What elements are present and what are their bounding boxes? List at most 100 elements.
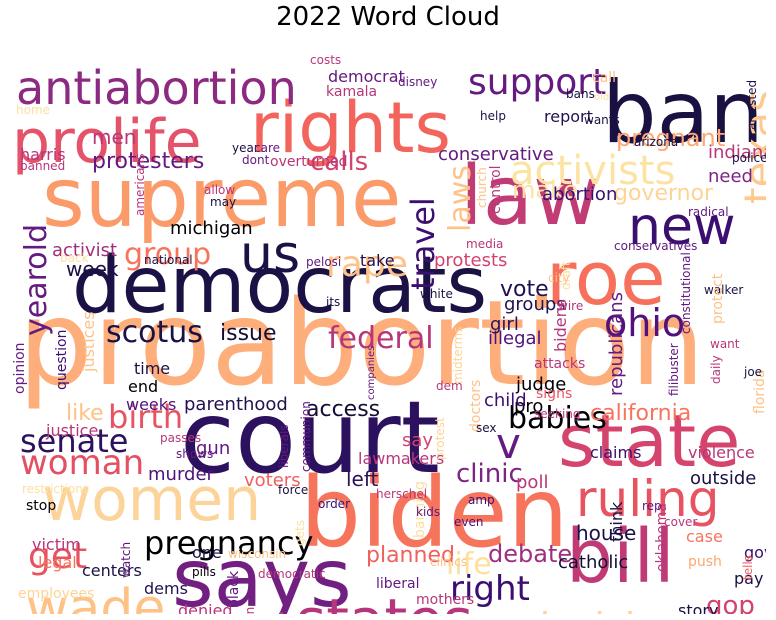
word-democrat: democrat bbox=[328, 67, 405, 86]
chart-title: 2022 Word Cloud bbox=[276, 2, 500, 32]
word-may: may bbox=[210, 195, 236, 209]
word-decision: decision bbox=[526, 605, 683, 614]
word-liberal: liberal bbox=[376, 576, 420, 592]
word-stop: stop bbox=[26, 498, 56, 514]
word-old: old bbox=[594, 92, 609, 103]
word-force: force bbox=[278, 483, 308, 497]
word-daily: daily bbox=[709, 355, 723, 384]
word-arrested: arrested bbox=[745, 80, 759, 130]
word-tells: tells bbox=[741, 555, 755, 580]
word-question: question bbox=[54, 330, 70, 390]
word-woman: woman bbox=[20, 443, 144, 483]
word-white: white bbox=[420, 287, 453, 301]
word-restrictions: restrictions bbox=[22, 482, 89, 496]
word-weeks: weeks bbox=[126, 395, 176, 414]
word-year: year bbox=[232, 141, 259, 155]
word-clinics: clinics bbox=[430, 555, 467, 569]
word-gop: gop bbox=[706, 591, 755, 614]
word-michigan: michigan bbox=[170, 218, 253, 239]
word-gets: gets bbox=[293, 520, 307, 546]
word-issue: issue bbox=[220, 321, 277, 346]
word-group: group bbox=[124, 237, 211, 272]
word-left: left bbox=[346, 467, 379, 491]
word-bill: bill bbox=[566, 514, 675, 600]
word-legal: legal bbox=[38, 553, 77, 572]
word-get: get bbox=[28, 536, 87, 577]
word-order: order bbox=[318, 497, 350, 511]
word-us: us bbox=[240, 225, 300, 285]
word-laws: laws bbox=[443, 165, 478, 232]
word-women: women bbox=[42, 465, 261, 535]
word-biden: biden bbox=[300, 457, 568, 569]
word-protest: protest bbox=[433, 417, 447, 460]
word-proabortion: proabortion bbox=[18, 274, 705, 412]
word-dont: dont bbox=[242, 153, 270, 167]
word-doctors: doctors bbox=[468, 380, 484, 432]
word-travel: travel bbox=[404, 197, 442, 290]
word-push: push bbox=[688, 554, 722, 570]
word-governor: governor bbox=[614, 181, 714, 206]
word-activist: activist bbox=[52, 240, 117, 261]
word-gun: gun bbox=[196, 438, 230, 459]
word-senate: senate bbox=[20, 422, 128, 460]
word-sex: sex bbox=[476, 421, 497, 435]
word-conservative: conservative bbox=[438, 144, 554, 165]
word-take: take bbox=[360, 251, 395, 270]
word-poll: poll bbox=[516, 472, 548, 493]
word-justice: justice bbox=[45, 421, 98, 440]
word-want: want bbox=[710, 337, 740, 351]
word-kamala: kamala bbox=[326, 84, 377, 100]
word-bans: bans bbox=[566, 87, 595, 101]
word-time: time bbox=[134, 359, 170, 378]
word-sen: sen bbox=[243, 607, 257, 614]
word-passes: passes bbox=[160, 431, 201, 445]
word-one: one bbox=[192, 543, 222, 562]
word-attacks: attacks bbox=[534, 356, 585, 372]
word-roe: roe bbox=[546, 236, 666, 322]
word-allow: allow bbox=[204, 183, 235, 197]
word-kids: kids bbox=[416, 505, 440, 519]
word-protesters: protesters bbox=[92, 149, 204, 174]
word-opinion: opinion bbox=[12, 342, 28, 394]
word-pregnant: pregnant bbox=[616, 124, 725, 152]
word-seeking: seeking bbox=[534, 407, 581, 421]
word-draft: draft bbox=[559, 261, 573, 290]
word-overturned: overturned bbox=[270, 154, 347, 170]
word-wire: wire bbox=[558, 299, 583, 313]
word-cloud: proabortion court biden supreme says democrat… bbox=[10, 34, 766, 614]
word-dem: dem bbox=[436, 379, 463, 393]
word-scotus: scotus bbox=[106, 315, 203, 350]
word-texas: texas bbox=[735, 90, 766, 204]
word-employees: employees bbox=[18, 586, 94, 602]
word-groups: groups bbox=[504, 294, 566, 315]
word-amp: amp bbox=[468, 493, 495, 507]
word-access: access bbox=[306, 397, 380, 422]
word-democratic: democratic bbox=[258, 567, 326, 581]
word-police: police bbox=[732, 151, 766, 165]
word-murder: murder bbox=[148, 464, 215, 485]
word-republicans: republicans bbox=[606, 292, 627, 396]
word-control: control bbox=[488, 165, 504, 214]
word-rape: rape bbox=[326, 244, 408, 285]
word-help: help bbox=[480, 109, 506, 123]
word-filibuster: filibuster bbox=[667, 343, 681, 396]
word-liberals: liberals bbox=[277, 424, 291, 468]
word-states: states bbox=[296, 586, 473, 614]
word-abortion: abortion bbox=[542, 184, 617, 205]
word-yearold: yearold bbox=[19, 224, 54, 336]
word-protect: protect bbox=[710, 273, 726, 324]
word-week: week bbox=[66, 257, 119, 281]
word-banned: banned bbox=[20, 159, 65, 173]
word-arizona: arizona bbox=[634, 135, 678, 149]
word-pills: pills bbox=[192, 565, 216, 579]
word-bidens: bidens bbox=[551, 299, 570, 352]
word-oklahoma: oklahoma bbox=[654, 503, 670, 572]
word-wisconsin: wisconsin bbox=[228, 547, 286, 561]
word-activists: activists bbox=[510, 148, 675, 194]
word-protests: protests bbox=[434, 250, 507, 271]
word-supreme: supreme bbox=[42, 151, 401, 246]
word-without: without bbox=[698, 613, 743, 614]
word-make: make bbox=[512, 176, 578, 204]
word-media: media bbox=[466, 237, 503, 251]
word-says: says bbox=[172, 532, 352, 614]
